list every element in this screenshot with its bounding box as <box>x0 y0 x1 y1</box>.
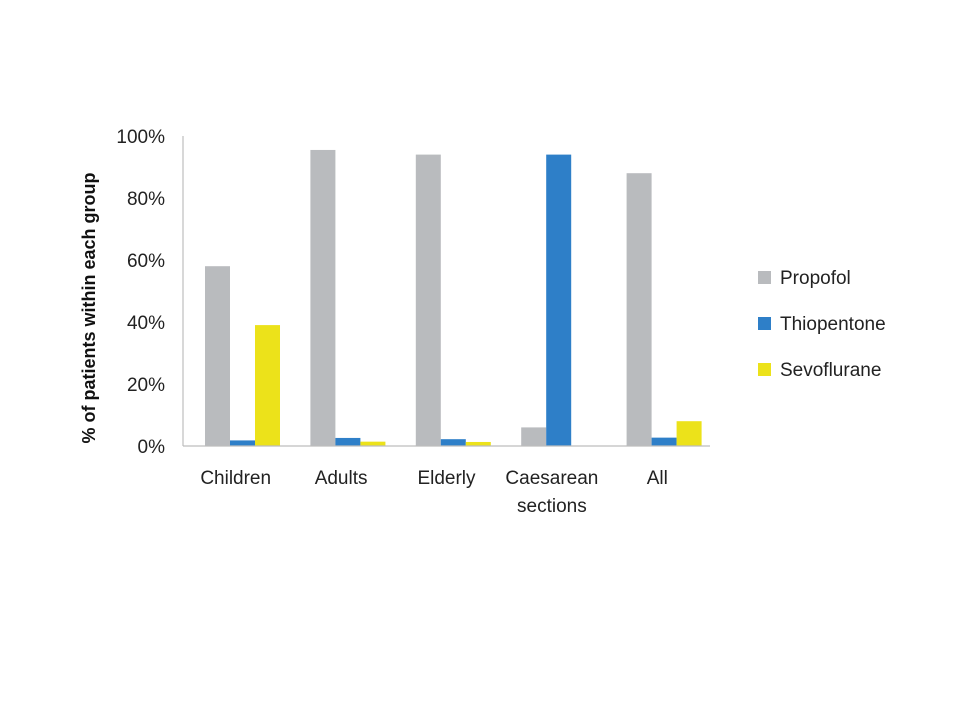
legend-swatch-propofol <box>758 271 771 284</box>
legend-label-thiopentone: Thiopentone <box>780 314 886 335</box>
legend-swatch-sevoflurane <box>758 363 771 376</box>
x-tick-label: Children <box>200 468 271 489</box>
y-tick-label: 80% <box>127 189 165 210</box>
y-tick-label: 100% <box>116 127 165 148</box>
bar-thiopentone-adults <box>335 437 361 446</box>
x-tick-label: Adults <box>315 468 368 489</box>
y-tick-label: 20% <box>127 375 165 396</box>
y-tick-label: 40% <box>127 313 165 334</box>
bar-thiopentone-elderly <box>440 439 466 446</box>
bar-thiopentone-children <box>230 440 255 446</box>
legend-label-propofol: Propofol <box>780 268 851 289</box>
bar-sevoflurane-all <box>676 421 702 446</box>
x-tick-label: All <box>647 468 668 489</box>
bar-sevoflurane-elderly <box>465 441 491 446</box>
bar-sevoflurane-adults <box>360 441 386 446</box>
bars <box>205 149 702 446</box>
bar-propofol-children <box>205 266 230 446</box>
legend: Propofol Thiopentone Sevoflurane <box>758 268 886 381</box>
bar-sevoflurane-children <box>255 325 280 446</box>
bar-thiopentone-caesarean-sections <box>546 154 572 446</box>
legend-swatch-thiopentone <box>758 317 771 330</box>
x-tick-label: Elderly <box>417 468 476 489</box>
x-tick-labels: Children Adults Elderly Caesarean sections Al… <box>200 468 668 517</box>
y-axis-label: % of patients within each group <box>79 172 99 443</box>
bar-thiopentone-all <box>651 437 677 446</box>
x-tick-label: Caesarean <box>505 468 598 489</box>
bar-propofol-adults <box>310 149 336 446</box>
y-tick-label: 0% <box>138 437 166 458</box>
bar-propofol-all <box>626 173 652 446</box>
bar-propofol-caesarean-sections <box>521 427 547 446</box>
bar-propofol-elderly <box>415 154 441 446</box>
y-tick-labels: 0% 20% 40% 60% 80% 100% <box>116 127 165 458</box>
y-tick-label: 60% <box>127 251 165 272</box>
legend-label-sevoflurane: Sevoflurane <box>780 360 881 381</box>
x-tick-label: sections <box>517 496 587 517</box>
